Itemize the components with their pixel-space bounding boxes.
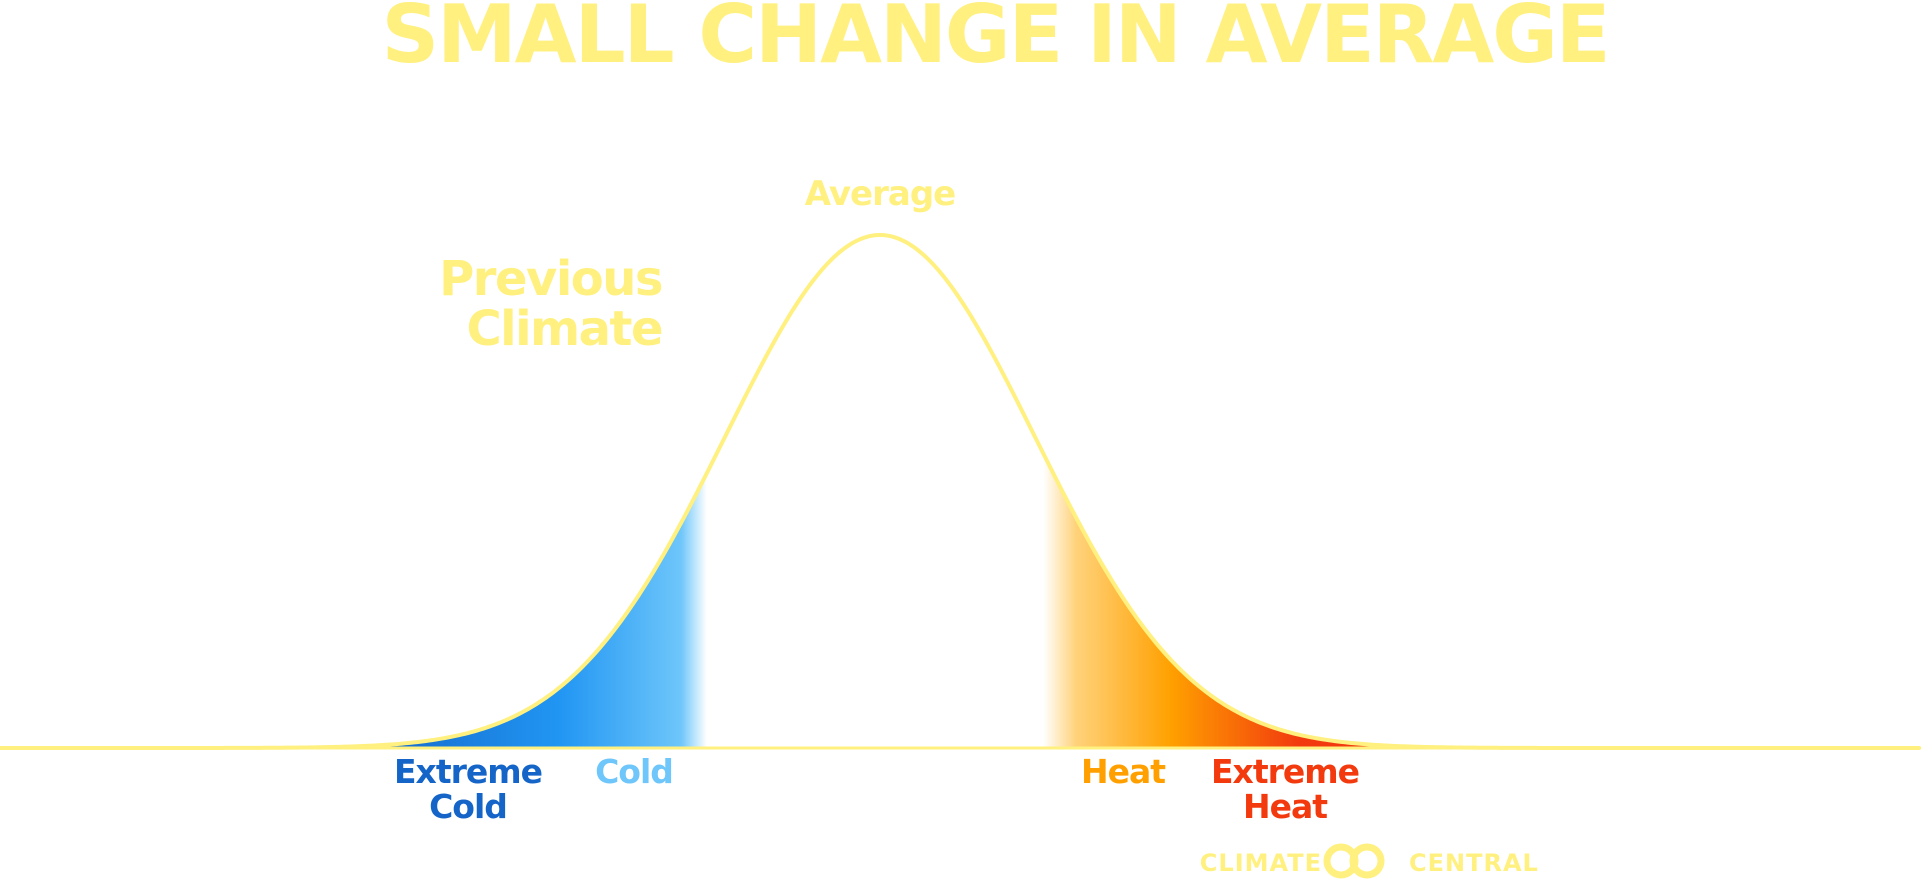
climate-central-logo: CLIMATE CENTRAL	[1200, 843, 1539, 879]
average-label: Average	[805, 174, 955, 214]
logo-text-left: CLIMATE	[1200, 849, 1322, 877]
extreme-cold-label-line1: Extreme	[394, 752, 542, 791]
heat-label: Heat	[1081, 752, 1166, 791]
logo-text-right: CENTRAL	[1409, 849, 1539, 877]
extreme-heat-label-line2: Heat	[1243, 787, 1328, 826]
previous-climate-curve	[0, 233, 1920, 750]
extreme-cold-label-line2: Cold	[429, 787, 507, 826]
cold-tail-area	[360, 438, 725, 748]
chart-title: SMALL CHANGE IN AVERAGE	[381, 0, 1608, 81]
previous-climate-label-line1: Previous	[439, 251, 662, 307]
logo-rings-icon	[1323, 843, 1385, 879]
extreme-heat-label-line1: Extreme	[1211, 752, 1359, 791]
heat-tail-area	[1025, 416, 1390, 748]
cold-label: Cold	[595, 752, 673, 791]
previous-climate-label-line2: Climate	[466, 301, 662, 357]
